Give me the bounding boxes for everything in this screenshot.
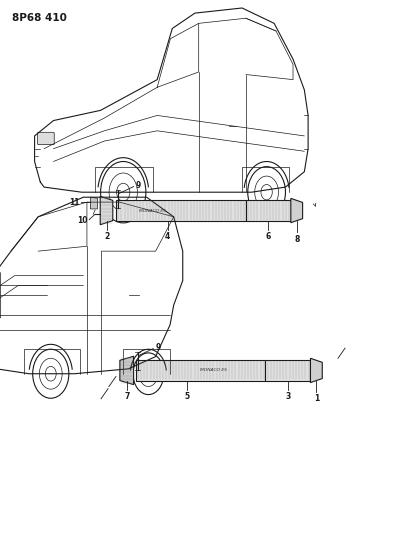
Text: 9: 9 (155, 343, 160, 352)
Polygon shape (90, 197, 97, 209)
Text: 1: 1 (314, 394, 319, 403)
Polygon shape (310, 358, 322, 383)
Text: 2: 2 (104, 232, 109, 241)
Text: 6: 6 (266, 232, 271, 241)
Polygon shape (291, 198, 303, 223)
FancyBboxPatch shape (246, 200, 291, 221)
Text: 7: 7 (124, 392, 129, 401)
Text: MONACO ES: MONACO ES (139, 208, 166, 213)
FancyBboxPatch shape (38, 132, 54, 144)
Text: 5: 5 (185, 392, 190, 401)
FancyBboxPatch shape (116, 200, 246, 221)
Polygon shape (100, 196, 113, 225)
Text: MONACO ES: MONACO ES (200, 368, 227, 373)
FancyBboxPatch shape (265, 360, 310, 381)
Text: 9: 9 (136, 181, 141, 190)
Text: 10: 10 (77, 216, 88, 225)
Text: 3: 3 (285, 392, 290, 401)
Text: 8: 8 (294, 235, 299, 244)
FancyBboxPatch shape (136, 360, 265, 381)
Polygon shape (120, 356, 134, 385)
Text: 8P68 410: 8P68 410 (12, 13, 67, 23)
Text: 4: 4 (165, 232, 171, 241)
Text: 11: 11 (69, 198, 79, 206)
